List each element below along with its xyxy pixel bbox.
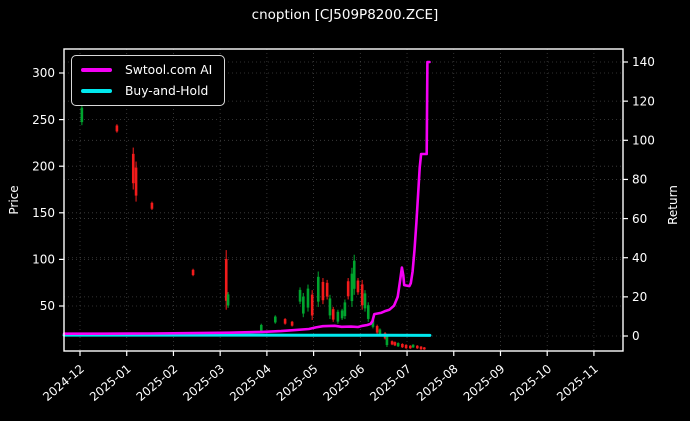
ai-line-swatch (81, 68, 112, 72)
svg-text:80: 80 (632, 173, 647, 187)
svg-text:2025-06: 2025-06 (320, 362, 367, 404)
svg-text:0: 0 (632, 329, 640, 343)
svg-text:2025-08: 2025-08 (414, 362, 461, 404)
legend-item-ai: Swtool.com AI (81, 62, 212, 78)
svg-text:100: 100 (632, 133, 655, 147)
svg-text:2025-09: 2025-09 (461, 362, 508, 404)
svg-text:60: 60 (632, 212, 647, 226)
svg-text:300: 300 (32, 66, 55, 80)
svg-text:140: 140 (632, 55, 655, 69)
svg-text:2024-12: 2024-12 (40, 362, 87, 404)
bh-line-swatch (81, 89, 112, 93)
legend: Swtool.com AI Buy-and-Hold (71, 55, 226, 106)
svg-text:2025-02: 2025-02 (134, 362, 181, 404)
svg-text:2025-05: 2025-05 (274, 362, 321, 404)
svg-text:2025-11: 2025-11 (554, 362, 601, 404)
svg-text:2025-03: 2025-03 (180, 362, 227, 404)
svg-text:2025-04: 2025-04 (227, 362, 274, 404)
svg-text:200: 200 (32, 159, 55, 173)
legend-label-ai: Swtool.com AI (125, 63, 213, 77)
svg-text:2025-01: 2025-01 (87, 362, 134, 404)
legend-label-bh: Buy-and-Hold (125, 84, 209, 98)
svg-text:20: 20 (632, 290, 647, 304)
svg-text:120: 120 (632, 94, 655, 108)
legend-item-bh: Buy-and-Hold (81, 83, 212, 99)
chart-title: cnoption [CJ509P8200.ZCE] (251, 7, 439, 23)
svg-text:2025-07: 2025-07 (367, 362, 414, 404)
svg-text:50: 50 (40, 299, 55, 313)
svg-text:2025-10: 2025-10 (507, 362, 554, 404)
svg-text:250: 250 (32, 113, 55, 127)
svg-text:40: 40 (632, 251, 647, 265)
svg-text:150: 150 (32, 206, 55, 220)
svg-text:100: 100 (32, 253, 55, 267)
